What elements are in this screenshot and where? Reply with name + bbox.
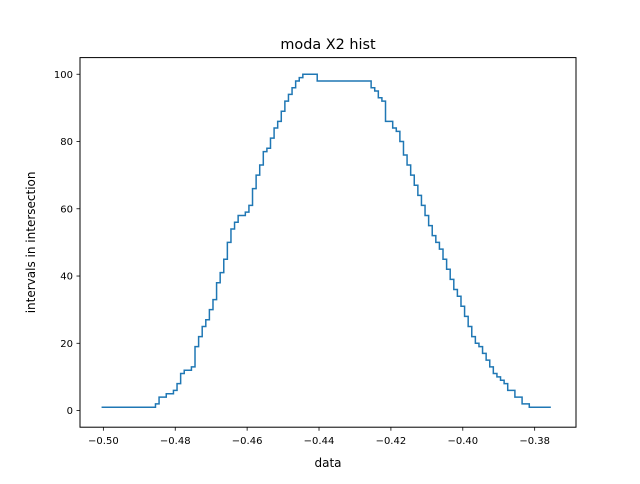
- x-axis-ticks: −0.50 −0.48 −0.46 −0.44 −0.42 −0.40 −0.38: [88, 427, 550, 447]
- plot-area: [101, 73, 551, 408]
- x-axis-label: data: [314, 456, 341, 470]
- x-tick-label: −0.40: [447, 436, 478, 447]
- x-tick-label: −0.42: [376, 436, 407, 447]
- y-tick-label: 20: [60, 339, 73, 350]
- x-tick-label: −0.46: [232, 436, 263, 447]
- y-tick-label: 40: [60, 272, 73, 283]
- y-tick-label: 60: [60, 204, 73, 215]
- axes-frame: [79, 57, 577, 428]
- chart-title: moda X2 hist: [280, 37, 376, 53]
- x-tick-label: −0.38: [519, 436, 550, 447]
- y-axis-label: intervals in intersection: [24, 172, 38, 314]
- x-tick-label: −0.50: [88, 436, 119, 447]
- y-tick-label: 100: [54, 70, 73, 81]
- y-axis-ticks: 0 20 40 60 80 100: [54, 70, 80, 417]
- x-tick-label: −0.48: [160, 436, 191, 447]
- y-tick-label: 80: [60, 137, 73, 148]
- x-tick-label: −0.44: [304, 436, 335, 447]
- data-series-line: [101, 73, 551, 408]
- y-tick-label: 0: [67, 406, 73, 417]
